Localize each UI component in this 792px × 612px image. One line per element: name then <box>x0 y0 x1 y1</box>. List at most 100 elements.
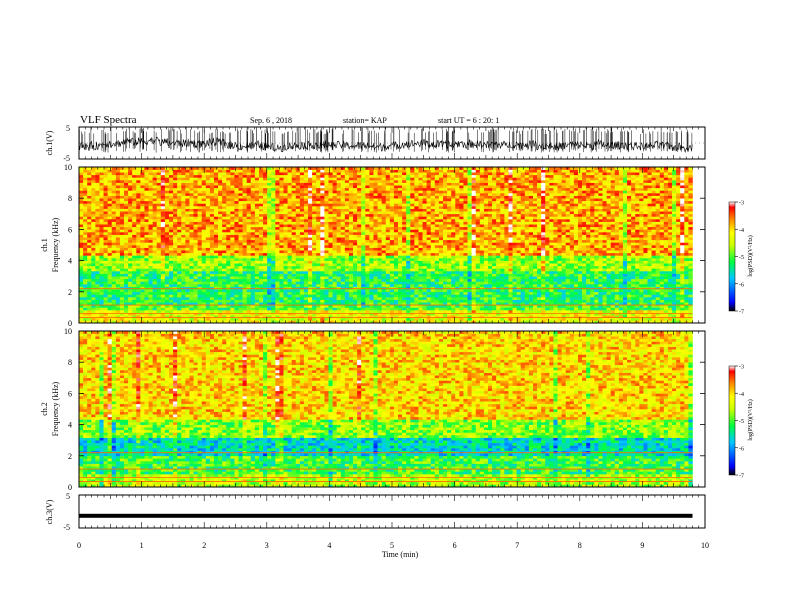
spectrogram-cell <box>148 260 153 264</box>
spectrogram-cell <box>99 315 104 319</box>
spectrogram-cell <box>500 284 505 287</box>
spectrogram-cell <box>148 268 153 272</box>
spectrogram-cell <box>475 268 481 272</box>
spectrogram-cell <box>353 252 358 256</box>
spectrogram-cell <box>688 299 693 303</box>
spectrogram-cell <box>348 252 354 256</box>
spectrogram-cell <box>287 276 292 280</box>
spectrogram-cell <box>197 315 202 319</box>
spectrogram-cell <box>87 247 92 251</box>
spectrogram-cell <box>504 281 509 285</box>
spectrogram-cell <box>680 276 685 280</box>
spectrogram-cell <box>504 310 509 313</box>
spectrogram-cell <box>324 273 329 277</box>
spectrogram-cell <box>181 271 186 274</box>
spectrogram-cell <box>267 263 272 267</box>
spectrogram-cell <box>299 312 305 316</box>
spectrogram-cell <box>361 291 366 295</box>
spectrogram-cell <box>254 286 260 290</box>
spectrogram-cell <box>602 286 607 290</box>
spectrogram-cell <box>258 320 264 323</box>
spectrogram-cell <box>414 255 419 259</box>
spectrogram-cell <box>316 247 321 251</box>
spectrogram-cell <box>393 268 399 272</box>
spectrogram-cell <box>144 284 149 287</box>
spectrogram-cell <box>680 320 685 323</box>
spectrogram-cell <box>254 276 260 280</box>
spectrogram-cell <box>647 297 652 300</box>
spectrogram-cell <box>246 289 252 293</box>
spectrogram-cell <box>312 260 317 264</box>
spectrogram-cell <box>332 252 337 256</box>
spectrogram-cell <box>463 242 468 246</box>
spectrogram-cell <box>263 304 268 308</box>
spectrogram-cell <box>508 320 513 323</box>
spectrogram-cell <box>332 312 337 316</box>
spectrogram-cell <box>218 291 223 295</box>
spectrogram-cell <box>369 260 374 264</box>
spectrogram-cell <box>263 258 268 261</box>
spectrogram-cell <box>655 250 661 254</box>
spectrogram-cell <box>95 297 100 300</box>
spectrogram-cell <box>504 273 509 277</box>
spectrogram-cell <box>537 265 542 269</box>
spectrogram-cell <box>148 281 153 285</box>
spectrogram-cell <box>618 276 624 280</box>
spectrogram-cell <box>610 320 616 323</box>
spectrogram-cell <box>144 317 149 321</box>
spectrogram-cell <box>275 260 280 264</box>
spectrogram-cell <box>537 320 542 323</box>
spectrogram-cell <box>492 312 497 316</box>
spectrogram-cell <box>385 294 391 298</box>
spectrogram-cell <box>422 294 427 298</box>
spectrogram-cell <box>201 291 207 295</box>
spectrogram-cell <box>377 294 382 298</box>
spectrogram-cell <box>299 310 305 313</box>
spectrogram-cell <box>590 242 595 246</box>
spectrogram-cell <box>594 307 599 311</box>
spectrogram-cell <box>99 312 104 316</box>
spectrogram-cell <box>504 312 509 316</box>
spectrogram-cell <box>487 271 493 274</box>
spectrogram-cell <box>340 299 346 303</box>
spectrogram-cell <box>377 252 382 256</box>
spectrogram-cell <box>594 299 599 303</box>
spectrogram-cell <box>541 260 546 264</box>
spectrogram-cell <box>647 281 652 285</box>
spectrogram-cell <box>492 273 497 277</box>
spectrogram-cell <box>365 284 370 287</box>
spectrogram-cell <box>487 278 493 282</box>
spectrogram-cell <box>610 302 616 306</box>
spectrogram-cell <box>565 294 571 298</box>
spectrogram-cell <box>577 320 583 323</box>
spectrogram-cell <box>222 260 227 264</box>
spectrogram-cell <box>99 304 104 308</box>
spectrogram-cell <box>549 312 554 316</box>
spectrogram-cell <box>545 291 550 295</box>
spectrogram-cell <box>189 258 194 261</box>
spectrogram-cell <box>320 291 325 295</box>
spectrogram-cell <box>471 242 477 246</box>
spectrogram-cell <box>136 260 141 264</box>
spectrogram-cell <box>254 273 260 277</box>
spectrogram-cell <box>320 317 325 321</box>
spectrogram-cell <box>557 304 562 308</box>
spectrogram-cell <box>340 276 346 280</box>
spectrogram-cell <box>369 302 374 306</box>
spectrogram-cell <box>357 263 362 267</box>
spectrogram-cell <box>144 307 149 311</box>
spectrogram-cell <box>590 265 595 269</box>
spectrogram-cell <box>299 284 305 287</box>
spectrogram-cell <box>590 258 595 261</box>
spectrogram-cell <box>160 273 166 277</box>
spectrogram-cell <box>201 242 207 246</box>
spectrogram-cell <box>516 284 522 287</box>
spectrogram-cell <box>308 239 313 243</box>
spectrogram-cell <box>569 294 575 298</box>
spectrogram-cell <box>524 317 530 321</box>
spectrogram-cell <box>553 289 558 293</box>
spectrogram-cell <box>537 252 542 256</box>
spectrogram-cell <box>532 291 538 295</box>
spectrogram-cell <box>144 268 149 272</box>
spectrogram-cell <box>426 291 432 295</box>
